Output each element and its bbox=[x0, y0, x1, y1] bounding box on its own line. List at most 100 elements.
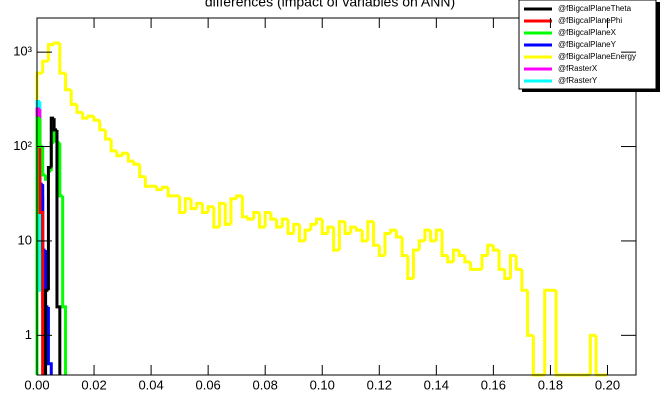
histogram-bin bbox=[252, 211, 260, 220]
histogram-bin bbox=[92, 116, 100, 122]
histogram-bin bbox=[412, 248, 420, 279]
histogram-bin bbox=[52, 41, 60, 45]
histogram-bin bbox=[240, 195, 249, 219]
x-tick-label: 0.12 bbox=[367, 377, 392, 392]
histogram-bin bbox=[457, 250, 465, 258]
histogram-bin bbox=[218, 201, 226, 228]
histogram-bin bbox=[263, 211, 271, 228]
histogram-bin bbox=[81, 112, 89, 120]
histogram-bin bbox=[332, 227, 340, 252]
histogram-bin bbox=[121, 151, 129, 156]
histogram-bin bbox=[309, 222, 317, 231]
histogram-bin bbox=[109, 139, 117, 153]
histogram-bin bbox=[269, 212, 277, 221]
histogram-bin bbox=[349, 225, 357, 234]
histogram-bin bbox=[223, 203, 231, 226]
histogram-bin bbox=[235, 194, 243, 199]
histogram-bin bbox=[320, 219, 328, 235]
histogram-bin bbox=[64, 73, 72, 92]
histogram-bin bbox=[423, 228, 431, 241]
y-tick-label: 10 bbox=[18, 232, 32, 247]
x-tick-label: 0.20 bbox=[595, 377, 620, 392]
histogram-bin bbox=[161, 185, 169, 190]
x-tick-label: 0.04 bbox=[138, 377, 163, 392]
histogram-bin bbox=[446, 255, 454, 264]
legend-label: @fBigcalPlaneY bbox=[558, 40, 617, 49]
histogram-bin bbox=[132, 161, 140, 166]
histogram-bin bbox=[257, 212, 266, 229]
histogram-bin bbox=[206, 205, 214, 213]
histogram-bin bbox=[86, 114, 95, 119]
legend-label: @fRasterY bbox=[558, 76, 598, 85]
legend-label: @fBigcalPlaneX bbox=[558, 28, 617, 37]
histogram-bin bbox=[98, 120, 106, 132]
histogram-bin bbox=[58, 142, 63, 198]
histogram-bin bbox=[434, 228, 443, 241]
x-tick-label: 0.14 bbox=[424, 377, 449, 392]
histogram-bin bbox=[297, 224, 306, 243]
histogram-bin bbox=[508, 254, 517, 279]
histogram-bin bbox=[58, 42, 66, 75]
histogram-bin bbox=[229, 197, 237, 225]
x-tick-label: 0.00 bbox=[24, 377, 49, 392]
histogram-bin bbox=[503, 269, 511, 281]
histogram-bin bbox=[41, 59, 49, 74]
histogram-bin bbox=[343, 221, 351, 235]
legend-label: @fBigcalPlanePhi bbox=[558, 16, 622, 25]
histogram-bin bbox=[280, 217, 289, 228]
histogram-bin bbox=[360, 230, 368, 243]
histogram-bin bbox=[520, 269, 528, 292]
histogram-bin bbox=[480, 254, 488, 270]
legend-label: @fBigcalPlaneTheta bbox=[558, 4, 632, 13]
x-tick-label: 0.02 bbox=[81, 377, 106, 392]
histogram-bin bbox=[286, 219, 294, 235]
legend-label: @fRasterX bbox=[558, 64, 598, 73]
histogram-bin bbox=[372, 221, 380, 247]
histogram-bin bbox=[406, 255, 414, 281]
histogram-bin bbox=[377, 245, 385, 258]
y-tick-label: 10² bbox=[13, 138, 32, 153]
histogram-bin bbox=[588, 333, 597, 375]
histogram-bin bbox=[543, 288, 551, 375]
histogram-bin bbox=[526, 290, 534, 337]
histogram-bin bbox=[303, 228, 311, 241]
histogram-bin bbox=[103, 129, 112, 141]
histogram-bin bbox=[183, 197, 192, 213]
histogram-bin bbox=[417, 239, 425, 251]
histogram-bin bbox=[389, 228, 397, 234]
histogram-bin bbox=[315, 217, 323, 225]
histogram-bin bbox=[69, 89, 77, 106]
histogram-bin bbox=[75, 104, 83, 114]
x-tick-label: 0.18 bbox=[538, 377, 563, 392]
chart-title: differences (impact of variables on ANN) bbox=[205, 0, 455, 10]
histogram-bin bbox=[463, 255, 471, 264]
histogram-bin bbox=[143, 176, 152, 188]
frame bbox=[36, 17, 637, 376]
x-tick-label: 0.10 bbox=[310, 377, 335, 392]
histogram-bin bbox=[429, 230, 437, 243]
histogram-bin bbox=[178, 195, 186, 215]
histogram-bin bbox=[189, 198, 197, 211]
histogram-bin bbox=[486, 243, 494, 256]
histogram-bin bbox=[200, 203, 209, 215]
histogram-bin bbox=[126, 153, 134, 163]
histogram-bin bbox=[354, 227, 363, 232]
histogram-bin bbox=[326, 225, 334, 234]
y-tick-label: 1 bbox=[25, 327, 32, 342]
histogram-bin bbox=[38, 118, 45, 375]
legend: @fBigcalPlaneTheta @fBigcalPlanePhi @fBigc… bbox=[518, 0, 660, 92]
histogram-bin bbox=[138, 164, 146, 179]
histogram-bin bbox=[166, 187, 174, 198]
histogram-bin bbox=[394, 230, 403, 239]
histogram-bin bbox=[400, 237, 408, 258]
x-tick-label: 0.06 bbox=[195, 377, 220, 392]
histogram-bin bbox=[246, 216, 254, 221]
x-tick-label: 0.08 bbox=[253, 377, 278, 392]
y-tick-label: 10³ bbox=[13, 44, 32, 59]
x-tick-label: 0.16 bbox=[481, 377, 506, 392]
legend-label: @fBigcalPlaneEnergy bbox=[558, 52, 636, 61]
histogram-bin bbox=[115, 150, 123, 158]
histogram-bin bbox=[55, 129, 62, 375]
histogram-bin bbox=[491, 245, 500, 252]
